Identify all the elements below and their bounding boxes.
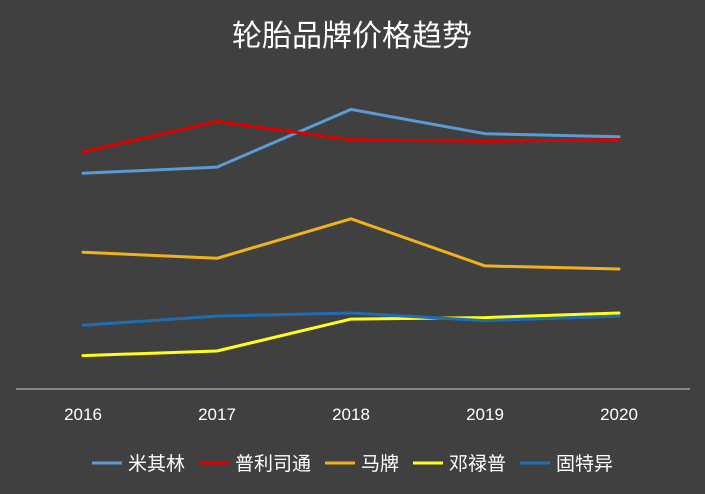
x-tick-label: 2018 — [332, 405, 370, 424]
legend-item: 普利司通 — [199, 453, 311, 475]
series-line-4 — [81, 311, 621, 327]
x-tick-label: 2020 — [600, 405, 638, 424]
legend-item: 邓禄普 — [413, 453, 506, 475]
series-lines — [81, 107, 621, 358]
x-tick-label: 2017 — [198, 405, 236, 424]
legend-label: 普利司通 — [235, 453, 311, 475]
series-line-1 — [81, 120, 621, 154]
x-tick-labels: 2016 2017 2018 2019 2020 — [64, 405, 638, 424]
legend-label: 固特异 — [556, 453, 613, 475]
series-line-3 — [81, 311, 621, 358]
chart-title: 轮胎品牌价格趋势 — [232, 19, 472, 54]
x-tick-label: 2019 — [466, 405, 504, 424]
x-tick-label: 2016 — [64, 405, 102, 424]
legend: 米其林 普利司通 马牌 邓禄普 固特异 — [92, 453, 613, 475]
legend-item: 固特异 — [520, 453, 613, 475]
legend-label: 马牌 — [361, 453, 399, 475]
legend-label: 邓禄普 — [449, 453, 506, 475]
legend-item: 马牌 — [325, 453, 399, 475]
legend-label: 米其林 — [128, 453, 185, 475]
legend-item: 米其林 — [92, 453, 185, 475]
series-line-0 — [81, 107, 621, 175]
series-line-2 — [81, 217, 621, 271]
